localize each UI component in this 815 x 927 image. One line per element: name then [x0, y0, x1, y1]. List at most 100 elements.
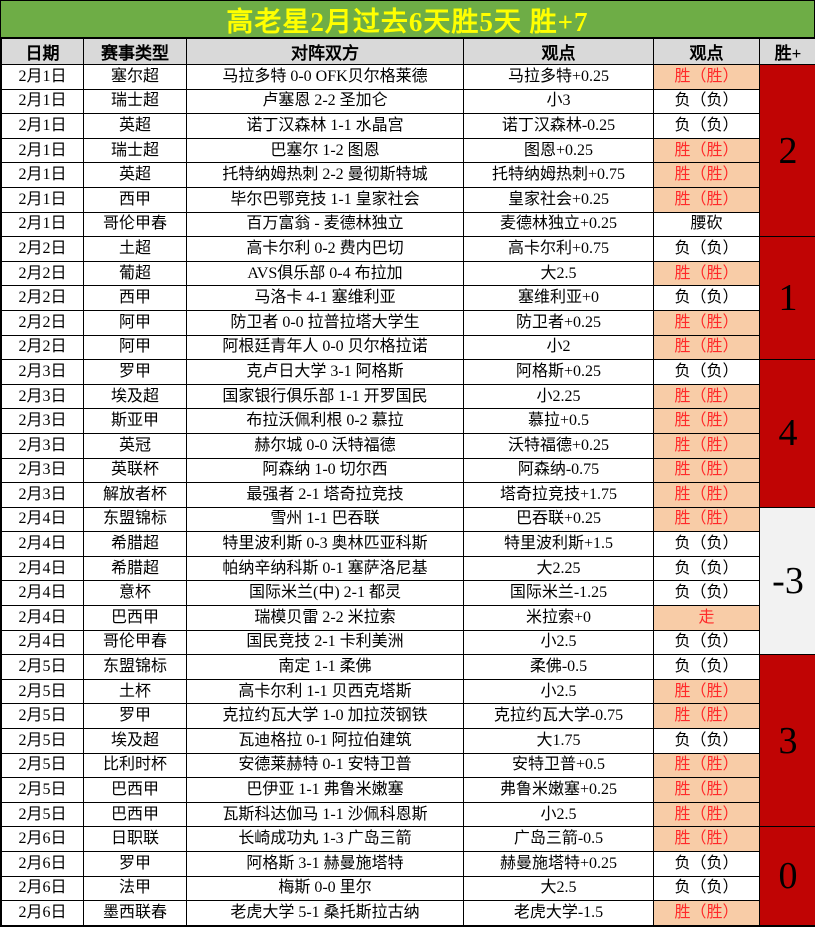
league-cell: 东盟锦标: [84, 655, 187, 680]
league-cell: 哥伦甲春: [84, 630, 187, 655]
match-cell: 毕尔巴鄂竞技 1-1 皇家社会: [187, 187, 464, 212]
pick-cell: 巴吞联+0.25: [464, 507, 654, 532]
col-header-net: 胜+: [760, 39, 815, 65]
pick-cell: 小3: [464, 89, 654, 114]
pick-cell: 塔奇拉竞技+1.75: [464, 483, 654, 508]
result-cell: 胜（胜）: [654, 335, 760, 360]
col-header-pick: 观点: [464, 39, 654, 65]
result-cell: 负（负）: [654, 114, 760, 139]
league-cell: 埃及超: [84, 384, 187, 409]
result-cell: 胜（胜）: [654, 483, 760, 508]
result-cell: 负（负）: [654, 89, 760, 114]
result-cell: 负（负）: [654, 729, 760, 754]
match-cell: 瑞模贝雷 2-2 米拉索: [187, 606, 464, 631]
date-cell: 2月1日: [2, 89, 84, 114]
league-cell: 英超: [84, 114, 187, 139]
match-cell: 国家银行俱乐部 1-1 开罗国民: [187, 384, 464, 409]
date-cell: 2月5日: [2, 753, 84, 778]
pick-cell: 防卫者+0.25: [464, 310, 654, 335]
league-cell: 西甲: [84, 286, 187, 311]
pick-cell: 弗鲁米嫩塞+0.25: [464, 778, 654, 803]
match-cell: 阿森纳 1-0 切尔西: [187, 458, 464, 483]
league-cell: 瑞士超: [84, 138, 187, 163]
match-cell: 百万富翁 - 麦德林独立: [187, 212, 464, 237]
league-cell: 阿甲: [84, 310, 187, 335]
match-record-table: 日期 赛事类型 对阵双方 观点 观点 胜+ 2月1日塞尔超马拉多特 0-0 OF…: [1, 38, 815, 926]
date-cell: 2月3日: [2, 433, 84, 458]
league-cell: 葡超: [84, 261, 187, 286]
pick-cell: 托特纳姆热刺+0.75: [464, 163, 654, 188]
sheet-title: 高老星2月过去6天胜5天 胜+7: [1, 1, 814, 38]
match-cell: 雪州 1-1 巴吞联: [187, 507, 464, 532]
match-cell: 克拉约瓦大学 1-0 加拉茨钢铁: [187, 704, 464, 729]
match-cell: 阿格斯 3-1 赫曼施塔特: [187, 852, 464, 877]
date-cell: 2月1日: [2, 138, 84, 163]
pick-cell: 慕拉+0.5: [464, 409, 654, 434]
date-cell: 2月6日: [2, 827, 84, 852]
match-cell: 巴塞尔 1-2 图恩: [187, 138, 464, 163]
date-cell: 2月3日: [2, 483, 84, 508]
pick-cell: 赫曼施塔特+0.25: [464, 852, 654, 877]
match-cell: 马洛卡 4-1 塞维利亚: [187, 286, 464, 311]
result-cell: 负（负）: [654, 556, 760, 581]
pick-cell: 小2.5: [464, 679, 654, 704]
match-cell: 梅斯 0-0 里尔: [187, 876, 464, 901]
date-cell: 2月4日: [2, 532, 84, 557]
date-cell: 2月2日: [2, 335, 84, 360]
match-cell: 克卢日大学 3-1 阿格斯: [187, 360, 464, 385]
daily-net-cell: 1: [760, 237, 815, 360]
date-cell: 2月4日: [2, 606, 84, 631]
date-cell: 2月4日: [2, 630, 84, 655]
match-cell: 瓦迪格拉 0-1 阿拉伯建筑: [187, 729, 464, 754]
match-cell: 托特纳姆热刺 2-2 曼彻斯特城: [187, 163, 464, 188]
result-cell: 负（负）: [654, 532, 760, 557]
date-cell: 2月3日: [2, 458, 84, 483]
result-cell: 胜（胜）: [654, 384, 760, 409]
daily-net-cell: 2: [760, 65, 815, 237]
result-cell: 负（负）: [654, 286, 760, 311]
pick-cell: 大2.5: [464, 876, 654, 901]
result-cell: 负（负）: [654, 237, 760, 262]
date-cell: 2月1日: [2, 187, 84, 212]
result-cell: 负（负）: [654, 630, 760, 655]
date-cell: 2月4日: [2, 556, 84, 581]
result-cell: 负（负）: [654, 581, 760, 606]
league-cell: 土杯: [84, 679, 187, 704]
date-cell: 2月5日: [2, 802, 84, 827]
league-cell: 英冠: [84, 433, 187, 458]
pick-cell: 麦德林独立+0.25: [464, 212, 654, 237]
date-cell: 2月5日: [2, 704, 84, 729]
league-cell: 墨西联春: [84, 901, 187, 926]
match-cell: 长崎成功丸 1-3 广岛三箭: [187, 827, 464, 852]
league-cell: 巴西甲: [84, 606, 187, 631]
pick-cell: 小2.5: [464, 630, 654, 655]
pick-cell: 阿森纳-0.75: [464, 458, 654, 483]
pick-cell: 米拉索+0: [464, 606, 654, 631]
date-cell: 2月2日: [2, 310, 84, 335]
daily-net-cell: 4: [760, 360, 815, 508]
date-cell: 2月5日: [2, 778, 84, 803]
match-cell: 国民竞技 2-1 卡利美洲: [187, 630, 464, 655]
league-cell: 英超: [84, 163, 187, 188]
league-cell: 罗甲: [84, 360, 187, 385]
date-cell: 2月2日: [2, 286, 84, 311]
league-cell: 巴西甲: [84, 802, 187, 827]
match-cell: 巴伊亚 1-1 弗鲁米嫩塞: [187, 778, 464, 803]
result-cell: 胜（胜）: [654, 409, 760, 434]
result-cell: 腰砍: [654, 212, 760, 237]
pick-cell: 阿格斯+0.25: [464, 360, 654, 385]
